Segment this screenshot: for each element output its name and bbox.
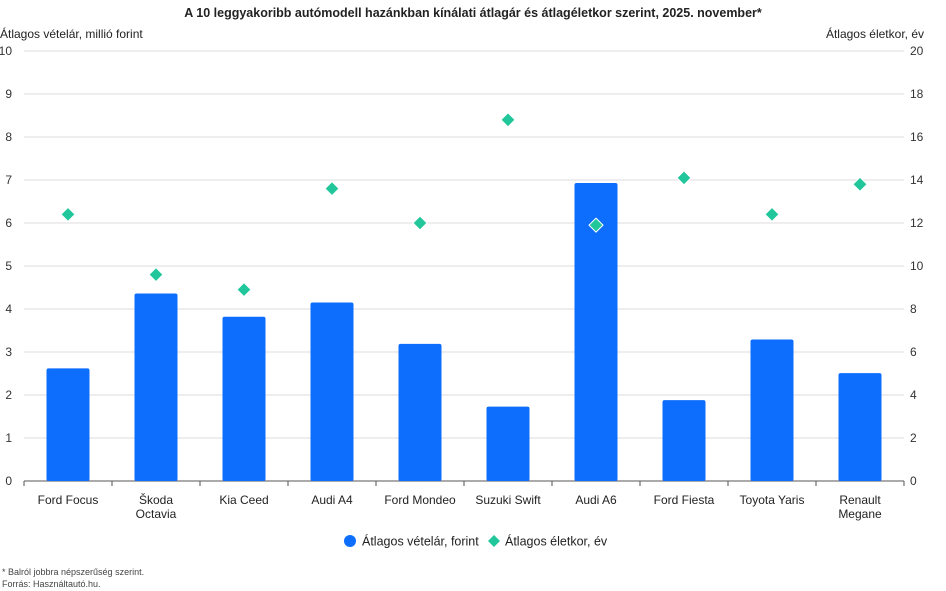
bar <box>222 316 266 481</box>
right-tick-label: 0 <box>910 474 917 488</box>
diamond-point <box>588 217 604 233</box>
legend-bar-label: Átlagos vételár, forint <box>362 534 479 549</box>
bar <box>838 373 882 481</box>
category-label: Audi A6 <box>575 493 617 507</box>
diamond-point <box>236 281 252 298</box>
bar <box>486 406 530 481</box>
right-tick-label: 12 <box>910 216 924 230</box>
diamond-point <box>852 176 868 193</box>
category-label: Renault <box>839 493 881 507</box>
diamond-point <box>148 266 164 283</box>
category-label: Ford Mondeo <box>384 493 456 507</box>
diamond-point <box>324 180 340 197</box>
right-tick-label: 4 <box>910 388 917 402</box>
diamond-point <box>676 170 692 186</box>
left-tick-label: 8 <box>5 130 12 144</box>
right-tick-label: 10 <box>910 259 924 273</box>
right-tick-label: 18 <box>910 87 924 101</box>
bar <box>750 339 794 481</box>
left-tick-label: 3 <box>5 345 12 359</box>
bar <box>46 368 90 481</box>
left-tick-label: 0 <box>5 474 12 488</box>
left-tick-label: 4 <box>5 302 12 316</box>
diamond-point <box>764 206 780 223</box>
category-label: Megane <box>838 507 882 521</box>
bar-series <box>46 183 882 481</box>
category-label: Audi A4 <box>311 493 353 507</box>
bar <box>574 183 618 481</box>
left-tick-label: 7 <box>5 173 12 187</box>
left-tick-label: 5 <box>5 259 12 273</box>
category-label: Suzuki Swift <box>475 493 541 507</box>
bar <box>662 400 706 481</box>
footnote: * Balról jobbra népszerűség szerint. <box>2 567 145 577</box>
right-tick-label: 8 <box>910 302 917 316</box>
category-label: Ford Focus <box>38 493 99 507</box>
right-tick-label: 20 <box>910 44 924 58</box>
left-tick-label: 10 <box>0 44 12 58</box>
bar <box>398 343 442 481</box>
diamond-point <box>500 112 516 128</box>
diamond-point <box>60 206 76 223</box>
legend: Átlagos vételár, forint Átlagos életkor,… <box>344 534 608 549</box>
left-tick-label: 1 <box>5 431 12 445</box>
right-tick-label: 16 <box>910 130 924 144</box>
left-axis-ticks: 0 1 2 3 4 5 6 7 8 9 10 <box>0 44 12 488</box>
source-note: Forrás: Használtautó.hu. <box>2 579 101 589</box>
right-tick-label: 6 <box>910 345 917 359</box>
category-label: Octavia <box>136 507 177 521</box>
chart-title: A 10 leggyakoribb autómodell hazánkban k… <box>184 6 762 20</box>
right-axis-title: Átlagos életkor, év <box>826 26 924 41</box>
left-tick-label: 6 <box>5 216 12 230</box>
right-tick-label: 14 <box>910 173 924 187</box>
diamond-point <box>412 215 428 231</box>
bar <box>134 293 178 481</box>
legend-bar-marker <box>344 535 356 547</box>
category-label: Ford Fiesta <box>654 493 715 507</box>
legend-diamond-label: Átlagos életkor, év <box>505 534 608 549</box>
bar <box>310 302 354 481</box>
category-label: Kia Ceed <box>219 493 268 507</box>
left-axis-title: Átlagos vételár, millió forint <box>0 26 143 41</box>
left-tick-label: 2 <box>5 388 12 402</box>
diamond-series <box>60 112 868 298</box>
category-label: Škoda <box>139 492 173 507</box>
right-axis-ticks: 0 2 4 6 8 10 12 14 16 18 20 <box>910 44 924 488</box>
left-tick-label: 9 <box>5 87 12 101</box>
category-label: Toyota Yaris <box>740 493 805 507</box>
legend-diamond-marker <box>488 535 500 547</box>
right-tick-label: 2 <box>910 431 917 445</box>
